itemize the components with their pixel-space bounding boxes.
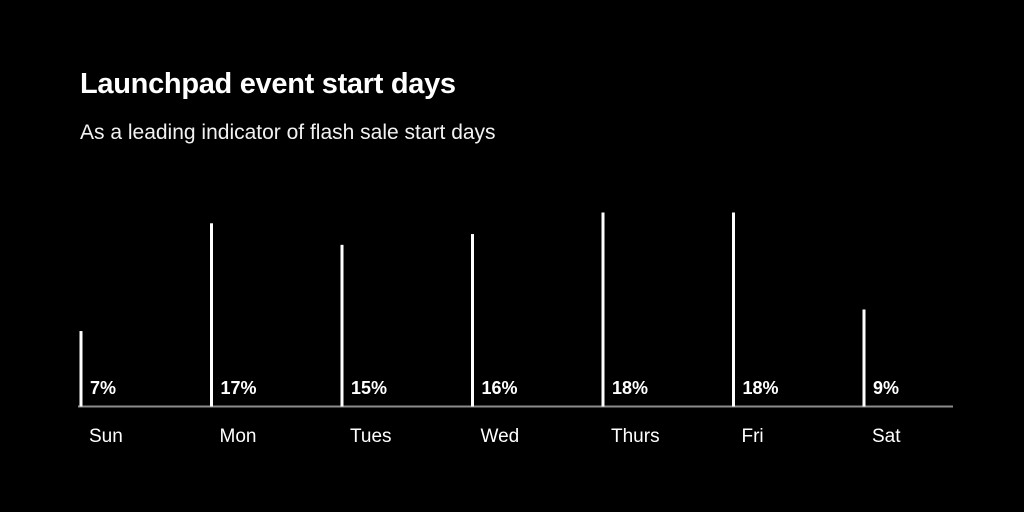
tick-label-tues: Tues bbox=[350, 426, 392, 447]
value-label-wed: 16% bbox=[482, 378, 518, 398]
tick-labels-group: Sun Mon Tues Wed Thurs Fri Sat bbox=[89, 426, 901, 447]
bar-tues bbox=[340, 244, 344, 407]
chart-subtitle: As a leading indicator of flash sale sta… bbox=[80, 121, 496, 144]
bar-thurs bbox=[601, 212, 605, 407]
bar-fri bbox=[732, 212, 735, 407]
value-label-sun: 7% bbox=[90, 378, 116, 398]
chart-title: Launchpad event start days bbox=[80, 68, 456, 100]
value-label-thurs: 18% bbox=[612, 378, 648, 398]
bars-group bbox=[79, 212, 866, 407]
bar-mon bbox=[210, 223, 213, 407]
bar-wed bbox=[471, 234, 474, 407]
tick-label-mon: Mon bbox=[220, 426, 257, 447]
value-label-tues: 15% bbox=[351, 378, 387, 398]
tick-label-thurs: Thurs bbox=[611, 426, 660, 447]
tick-label-fri: Fri bbox=[742, 426, 764, 447]
value-label-fri: 18% bbox=[743, 378, 779, 398]
tick-label-wed: Wed bbox=[481, 426, 520, 447]
bar-sun bbox=[79, 331, 83, 407]
value-label-mon: 17% bbox=[221, 378, 257, 398]
tick-label-sun: Sun bbox=[89, 426, 123, 447]
value-label-sat: 9% bbox=[873, 378, 899, 398]
tick-label-sat: Sat bbox=[872, 426, 901, 447]
value-labels-group: 7% 17% 15% 16% 18% 18% 9% bbox=[90, 378, 899, 398]
bar-sat bbox=[862, 309, 866, 407]
